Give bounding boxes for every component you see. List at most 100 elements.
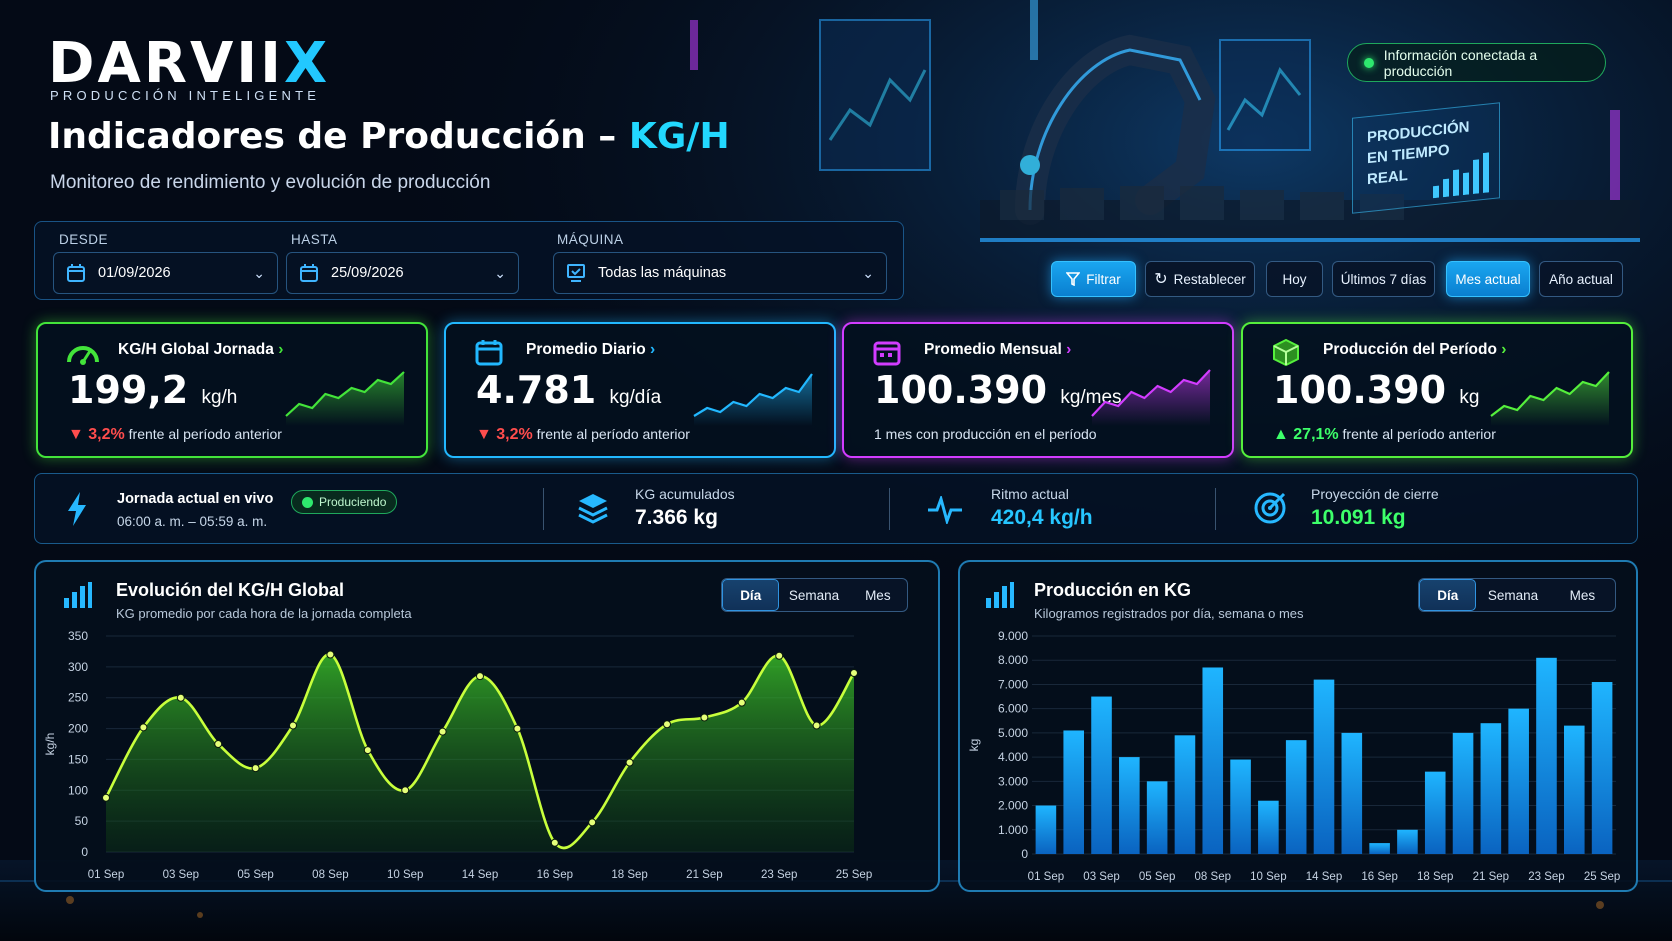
bar — [1174, 735, 1196, 854]
y-tick-label: 350 — [68, 629, 88, 643]
sparkline-line — [1490, 371, 1610, 417]
data-point — [438, 727, 447, 736]
anio-actual-button[interactable]: Año actual — [1539, 261, 1623, 297]
hasta-label: HASTA — [291, 232, 338, 247]
bar — [1508, 708, 1529, 854]
x-tick-label: 21 Sep — [686, 869, 722, 881]
ultimos-7-dias-button[interactable]: Últimos 7 días — [1332, 261, 1435, 297]
x-tick-label: 25 Sep — [836, 869, 872, 881]
kpi-title: Producción del Período — [1323, 341, 1497, 358]
kpi-card-promedio-diario[interactable]: Promedio Diario › 4.781 kg/día ▼ 3,2% fr… — [444, 322, 836, 458]
logo-accent: X — [283, 31, 331, 96]
bar — [1035, 805, 1057, 854]
page-title-main: Indicadores de Producción – — [48, 116, 629, 157]
machine-select[interactable]: Todas las máquinas ⌄ — [553, 252, 887, 294]
kpi-delta: ▼ 3,2% — [68, 426, 125, 443]
proyeccion-label: Proyección de cierre — [1311, 486, 1439, 502]
tab-semana[interactable]: Semana — [788, 587, 840, 603]
y-tick-label: 1.000 — [998, 823, 1028, 837]
connection-status-text: Información conectada a producción — [1383, 46, 1538, 79]
lightning-icon — [68, 492, 86, 526]
x-tick-label: 23 Sep — [761, 869, 797, 881]
bar — [1230, 759, 1251, 854]
x-tick-label: 16 Sep — [1361, 871, 1397, 883]
desde-date-field[interactable]: 01/09/2026 ⌄ — [53, 252, 278, 294]
live-hours: 06:00 a. m. – 05:59 a. m. — [117, 514, 268, 529]
y-tick-label: 100 — [68, 783, 88, 797]
proyeccion-value: 10.091 kg — [1311, 506, 1406, 529]
kpi-sparkline — [285, 371, 405, 426]
data-point — [251, 764, 260, 773]
hasta-date-value: 25/09/2026 — [331, 265, 404, 281]
sparkline-area — [1092, 370, 1210, 426]
kpi-card-promedio-mensual[interactable]: Promedio Mensual › 100.390 kg/mes 1 mes … — [842, 322, 1234, 458]
holo-bars-icon — [1433, 152, 1489, 199]
data-point — [363, 746, 372, 755]
y-tick-label: 0 — [81, 845, 88, 859]
bar — [1119, 757, 1140, 854]
chart-subtitle: Kilogramos registrados por día, semana o… — [1034, 606, 1304, 621]
pulse-icon — [928, 496, 962, 524]
tab-mes[interactable]: Mes — [1569, 587, 1596, 603]
x-tick-label: 14 Sep — [462, 869, 498, 881]
kpi-card-kgh-global[interactable]: KG/H Global Jornada › 199,2 kg/h ▼ 3,2% … — [36, 322, 428, 458]
x-tick-label: 03 Sep — [163, 869, 199, 881]
producing-badge: Produciendo — [291, 490, 398, 514]
x-tick-label: 05 Sep — [237, 869, 273, 881]
period-toggle: Día Semana Mes — [1418, 578, 1616, 612]
production-kg-panel: Producción en KG Kilogramos registrados … — [958, 560, 1638, 892]
mes-actual-button[interactable]: Mes actual — [1446, 261, 1530, 297]
bar — [1591, 682, 1613, 854]
y-tick-label: 300 — [68, 660, 88, 674]
kpi-unit: kg/día — [609, 387, 662, 408]
tab-dia[interactable]: Día — [1419, 579, 1477, 611]
y-tick-label: 200 — [68, 722, 88, 736]
x-tick-label: 14 Sep — [1306, 871, 1342, 883]
bar — [1285, 740, 1307, 854]
tab-mes[interactable]: Mes — [865, 587, 891, 603]
calendar-icon — [300, 264, 318, 282]
y-tick-label: 5.000 — [998, 726, 1028, 740]
kpi-unit: kg/h — [201, 387, 238, 408]
tab-dia[interactable]: Día — [722, 579, 780, 611]
kpi-value: 100.390 — [1273, 368, 1447, 412]
kpi-title: Promedio Diario — [526, 341, 646, 358]
bar — [1424, 771, 1446, 854]
divider — [543, 488, 544, 530]
kpi-note: 1 mes con producción en el período — [874, 426, 1097, 442]
hasta-date-field[interactable]: 25/09/2026 ⌄ — [286, 252, 519, 294]
data-point — [289, 721, 297, 730]
layers-icon — [578, 494, 608, 524]
tab-semana[interactable]: Semana — [1487, 587, 1539, 603]
chart-subtitle: KG promedio por cada hora de la jornada … — [116, 606, 412, 621]
ritmo-actual-value: 420,4 kg/h — [991, 506, 1093, 529]
target-icon — [1254, 492, 1286, 524]
x-tick-label: 21 Sep — [1473, 871, 1509, 883]
data-point — [326, 650, 335, 659]
filtrar-label: Filtrar — [1086, 271, 1121, 287]
bar — [1146, 781, 1168, 854]
bar — [1536, 657, 1557, 854]
bar — [1202, 667, 1224, 854]
y-tick-label: 250 — [68, 691, 88, 705]
brand-logo: DARVIIX — [48, 34, 330, 94]
filtrar-button[interactable]: Filtrar — [1051, 261, 1136, 297]
restablecer-button[interactable]: ↻ Restablecer — [1145, 261, 1255, 297]
data-point — [663, 720, 671, 729]
page-title: Indicadores de Producción – KG/H — [48, 116, 730, 157]
data-point — [513, 724, 522, 733]
kpi-card-produccion-periodo[interactable]: Producción del Período › 100.390 kg ▲ 27… — [1241, 322, 1633, 458]
sparkline-area — [286, 372, 404, 426]
chart-title: Evolución del KG/H Global — [116, 580, 345, 600]
hoy-button[interactable]: Hoy — [1266, 261, 1323, 297]
x-tick-label: 05 Sep — [1139, 871, 1175, 883]
x-tick-label: 08 Sep — [312, 869, 348, 881]
chevron-right-icon: › — [650, 341, 656, 358]
machine-select-value: Todas las máquinas — [598, 265, 727, 281]
chevron-right-icon: › — [278, 341, 284, 358]
play-icon — [302, 496, 313, 508]
chevron-right-icon: › — [1066, 341, 1072, 358]
bar — [1091, 696, 1112, 854]
calendar-month-icon — [873, 341, 901, 366]
calendar-icon — [67, 264, 85, 282]
